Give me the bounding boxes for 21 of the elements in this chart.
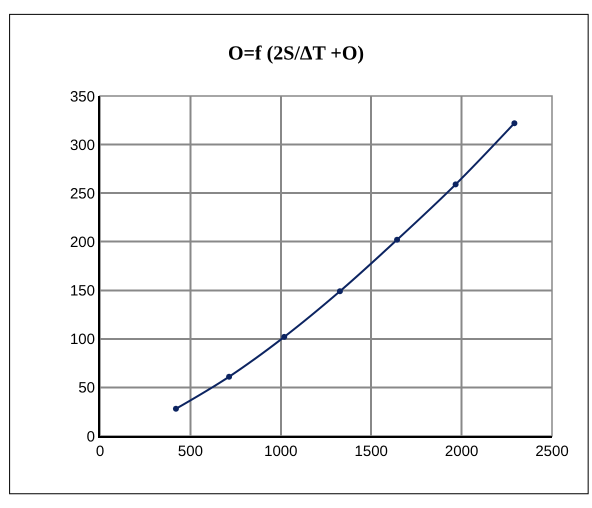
x-tick-label: 1000 <box>264 443 298 460</box>
y-tick-label: 0 <box>86 428 95 446</box>
point <box>172 406 179 412</box>
point <box>281 334 288 340</box>
point <box>394 236 400 243</box>
y-tick-label: 150 <box>70 282 95 300</box>
x-tick-label: 500 <box>178 443 203 460</box>
y-tick-label: 350 <box>70 88 95 106</box>
y-tick-label: 50 <box>78 380 95 397</box>
point <box>226 374 232 380</box>
point <box>452 181 459 188</box>
y-tick-label: 100 <box>70 331 95 348</box>
y-tick-label: 300 <box>70 136 95 154</box>
y-tick-label: 200 <box>70 234 95 251</box>
x-tick-label: 1500 <box>354 443 388 460</box>
point <box>336 288 343 294</box>
x-tick-label: 2500 <box>535 443 569 460</box>
x-tick-label: 2000 <box>444 443 478 460</box>
point <box>511 120 518 126</box>
y-tick-label: 250 <box>70 185 95 202</box>
chart-title: O=f (2S/ΔT +O) <box>228 42 364 65</box>
